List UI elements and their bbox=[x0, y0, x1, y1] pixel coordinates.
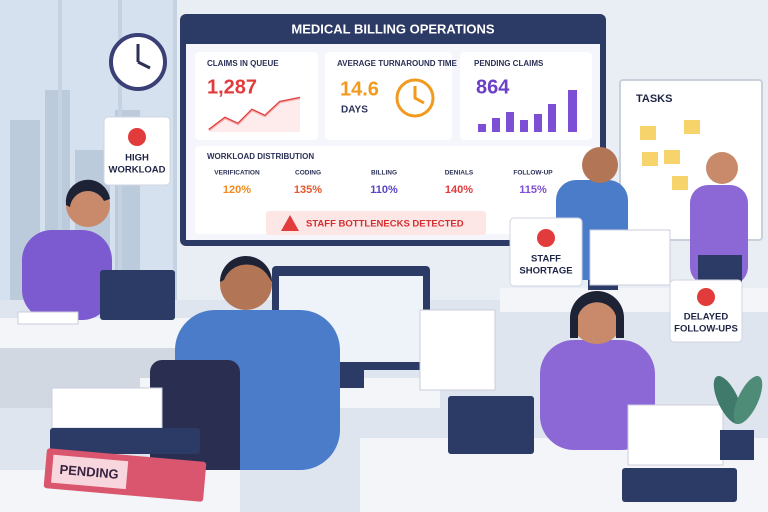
sign-text: SHORTAGE bbox=[519, 266, 572, 277]
clock-icon bbox=[395, 78, 435, 118]
kpi-label: AVERAGE TURNAROUND TIME bbox=[337, 59, 458, 68]
workload-title: WORKLOAD DISTRIBUTION bbox=[207, 152, 314, 161]
sticky-notes bbox=[640, 120, 700, 190]
paper-stack bbox=[17, 311, 79, 325]
workload-value: 135% bbox=[294, 184, 322, 196]
worker-left bbox=[22, 179, 112, 320]
kpi-value: 14.6 bbox=[340, 78, 379, 100]
monitor-stand bbox=[338, 370, 364, 388]
binder bbox=[50, 428, 200, 454]
worker-standing-2 bbox=[690, 152, 748, 285]
sign-text: WORKLOAD bbox=[109, 165, 166, 176]
laptop bbox=[448, 396, 534, 454]
workload-name: FOLLOW-UP bbox=[513, 170, 553, 177]
workload-name: BILLING bbox=[371, 170, 397, 177]
warning-icon bbox=[281, 215, 299, 231]
alert-icon bbox=[128, 128, 146, 146]
alert-box bbox=[266, 211, 486, 235]
trend-area bbox=[209, 98, 300, 132]
dashboard-title: MEDICAL BILLING OPERATIONS bbox=[291, 21, 495, 36]
sign bbox=[509, 217, 583, 287]
sign bbox=[669, 279, 743, 343]
kpi-card bbox=[325, 52, 452, 140]
binder-label: PENDING bbox=[59, 462, 119, 482]
kpi-unit: DAYS bbox=[341, 105, 368, 116]
sign-text: FOLLOW-UPS bbox=[674, 324, 738, 335]
paper-stack bbox=[627, 404, 724, 466]
laptop bbox=[100, 270, 175, 320]
workload-name: VERIFICATION bbox=[214, 170, 260, 177]
workload-name: DENIALS bbox=[445, 170, 474, 177]
sign-text: HIGH bbox=[125, 153, 149, 164]
kpi-label: CLAIMS IN QUEUE bbox=[207, 59, 279, 68]
workload-value: 140% bbox=[445, 184, 473, 196]
kpi-value: 864 bbox=[476, 76, 510, 98]
workload-value: 120% bbox=[223, 184, 251, 196]
sign-text: STAFF bbox=[531, 254, 561, 265]
workload-value: 115% bbox=[519, 184, 547, 196]
alert-icon bbox=[697, 288, 715, 306]
bar-icon bbox=[478, 90, 577, 132]
pending-binder: PENDING bbox=[43, 448, 207, 502]
paper-stack bbox=[589, 229, 671, 286]
kpi-value: 1,287 bbox=[207, 76, 257, 98]
binder bbox=[622, 468, 737, 502]
workload-name: CODING bbox=[295, 170, 321, 177]
tasks-title: TASKS bbox=[636, 93, 672, 105]
kpi-label: PENDING CLAIMS bbox=[474, 59, 544, 68]
alert-text: STAFF BOTTLENECKS DETECTED bbox=[306, 219, 464, 230]
alert-icon bbox=[537, 229, 555, 247]
sign bbox=[103, 116, 171, 186]
worker-phone bbox=[540, 291, 655, 450]
paper-stack bbox=[51, 387, 163, 429]
workload-value: 110% bbox=[370, 184, 398, 196]
wall-clock bbox=[109, 33, 167, 91]
sign-text: DELAYED bbox=[684, 312, 729, 323]
plant bbox=[713, 376, 763, 460]
paper-stack bbox=[419, 309, 496, 391]
